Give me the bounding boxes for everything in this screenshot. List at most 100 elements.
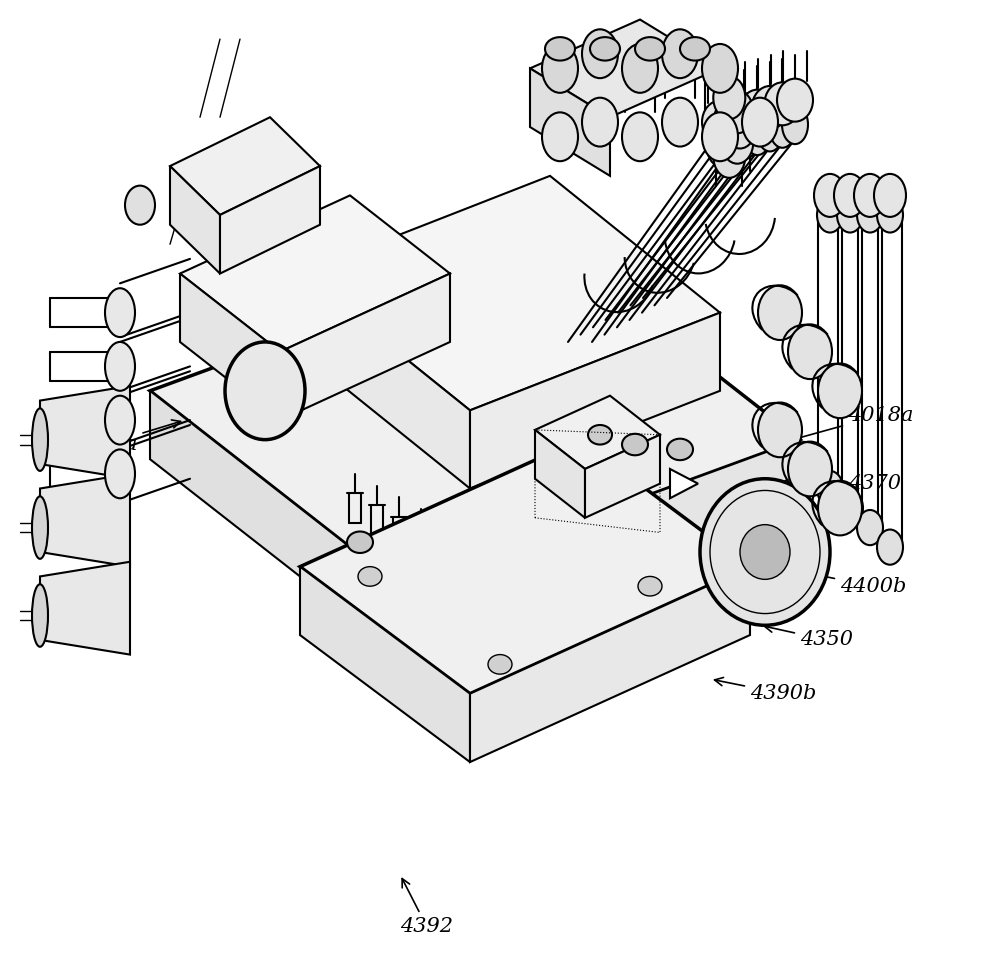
Polygon shape (180, 274, 280, 420)
Ellipse shape (782, 106, 808, 145)
Ellipse shape (622, 44, 658, 93)
Ellipse shape (857, 197, 883, 233)
Ellipse shape (702, 44, 738, 93)
Ellipse shape (622, 112, 658, 161)
Ellipse shape (125, 186, 155, 225)
Polygon shape (300, 440, 750, 694)
Ellipse shape (358, 567, 382, 586)
Text: 4392: 4392 (400, 878, 453, 936)
Polygon shape (530, 68, 610, 176)
Ellipse shape (622, 434, 648, 455)
Ellipse shape (714, 97, 750, 140)
Polygon shape (170, 117, 320, 215)
Ellipse shape (635, 37, 665, 61)
Ellipse shape (662, 29, 698, 78)
Ellipse shape (702, 101, 738, 144)
Ellipse shape (721, 121, 753, 164)
Ellipse shape (874, 174, 906, 217)
Ellipse shape (817, 471, 843, 506)
Ellipse shape (719, 123, 745, 162)
Ellipse shape (680, 37, 710, 61)
Ellipse shape (742, 98, 778, 147)
Polygon shape (280, 274, 450, 420)
Ellipse shape (105, 342, 135, 391)
Ellipse shape (662, 98, 698, 147)
Text: 4400a: 4400a (314, 264, 400, 310)
Ellipse shape (542, 44, 578, 93)
Ellipse shape (818, 363, 862, 418)
Ellipse shape (788, 442, 832, 496)
Ellipse shape (32, 408, 48, 471)
Ellipse shape (225, 342, 305, 440)
Ellipse shape (105, 449, 135, 498)
Ellipse shape (582, 98, 618, 147)
Ellipse shape (818, 481, 862, 535)
Ellipse shape (732, 120, 758, 158)
Polygon shape (400, 440, 800, 655)
Text: 4390a: 4390a (72, 420, 181, 454)
Ellipse shape (667, 439, 693, 460)
Ellipse shape (752, 86, 788, 129)
Polygon shape (670, 469, 698, 498)
Polygon shape (470, 313, 720, 488)
Ellipse shape (713, 76, 745, 119)
Ellipse shape (857, 510, 883, 545)
Polygon shape (40, 474, 130, 567)
Ellipse shape (765, 82, 800, 125)
Ellipse shape (727, 93, 763, 137)
Ellipse shape (877, 197, 903, 233)
Ellipse shape (488, 655, 512, 674)
Ellipse shape (788, 324, 832, 379)
Ellipse shape (814, 174, 846, 217)
Polygon shape (470, 567, 750, 762)
Text: 4018a: 4018a (779, 405, 914, 446)
Polygon shape (150, 244, 800, 586)
Ellipse shape (817, 197, 843, 233)
Polygon shape (585, 435, 660, 518)
Ellipse shape (777, 79, 813, 122)
Ellipse shape (854, 174, 886, 217)
Polygon shape (40, 562, 130, 655)
Ellipse shape (757, 112, 783, 151)
Ellipse shape (837, 490, 863, 526)
Ellipse shape (32, 584, 48, 647)
Polygon shape (300, 274, 470, 488)
Polygon shape (300, 176, 720, 410)
Polygon shape (40, 386, 130, 479)
Ellipse shape (721, 90, 753, 133)
Ellipse shape (758, 285, 802, 340)
Polygon shape (150, 391, 400, 655)
Ellipse shape (105, 288, 135, 337)
Ellipse shape (347, 531, 373, 553)
Ellipse shape (702, 112, 738, 161)
Text: 4370: 4370 (780, 474, 901, 493)
Polygon shape (300, 567, 470, 762)
Ellipse shape (568, 479, 592, 498)
Polygon shape (170, 166, 220, 274)
Ellipse shape (105, 396, 135, 445)
Ellipse shape (740, 90, 776, 133)
Polygon shape (535, 430, 585, 518)
Text: 4350: 4350 (765, 624, 853, 650)
Ellipse shape (834, 174, 866, 217)
Polygon shape (220, 166, 320, 274)
Ellipse shape (877, 530, 903, 565)
Polygon shape (535, 396, 660, 469)
Text: 4400b: 4400b (805, 570, 906, 596)
Ellipse shape (590, 37, 620, 61)
Ellipse shape (837, 197, 863, 233)
Ellipse shape (32, 496, 48, 559)
Text: 4390b: 4390b (715, 677, 816, 703)
Ellipse shape (713, 135, 745, 178)
Ellipse shape (724, 106, 756, 149)
Ellipse shape (707, 127, 733, 166)
Ellipse shape (770, 108, 796, 148)
Ellipse shape (545, 37, 575, 61)
Polygon shape (530, 20, 720, 117)
Ellipse shape (588, 425, 612, 445)
Ellipse shape (582, 29, 618, 78)
Ellipse shape (744, 116, 770, 155)
Ellipse shape (542, 112, 578, 161)
Ellipse shape (758, 403, 802, 457)
Ellipse shape (700, 479, 830, 625)
